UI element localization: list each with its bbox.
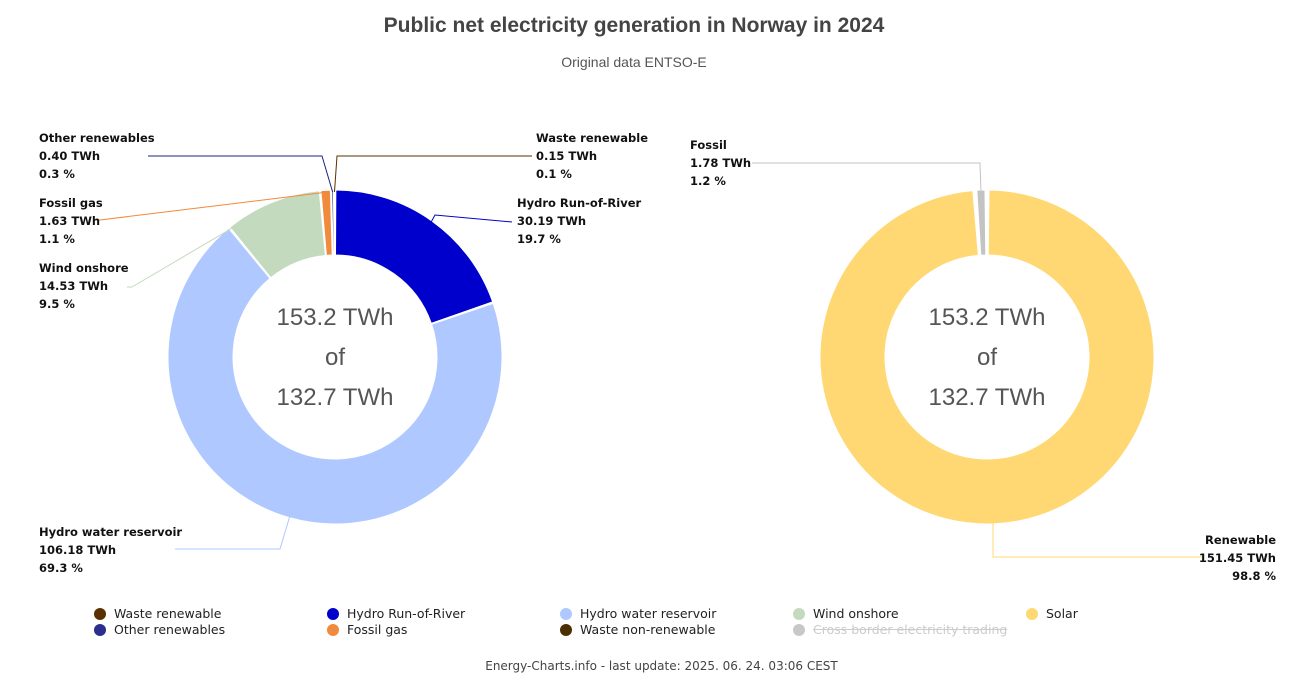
data-label-percent-label: 9.5 % xyxy=(39,297,75,311)
donut-center-label: 153.2 TWh of 132.7 TWh xyxy=(277,304,394,411)
donut-chart-sources: Hydro Run-of-River 30.19 TWh 19.7 % Hydro w… xyxy=(39,131,648,575)
legend-item-waste-non-renewable[interactable]: Waste non-renewable xyxy=(560,622,793,637)
donut-center-label: 153.2 TWh of 132.7 TWh xyxy=(929,304,1046,411)
legend-marker xyxy=(327,623,339,636)
legend-marker xyxy=(560,623,572,636)
legend-label: Hydro Run-of-River xyxy=(347,606,466,621)
legend-marker xyxy=(94,607,106,620)
data-label-fossil-gas: Fossil gas 1.63 TWh 1.1 % xyxy=(39,196,103,246)
legend-label: Wind onshore xyxy=(813,606,899,621)
pie-slice-hydro-water-reservoir[interactable] xyxy=(167,227,503,525)
data-label-wind-onshore: Wind onshore 14.53 TWh 9.5 % xyxy=(39,261,129,311)
data-label-percent-label: 0.1 % xyxy=(536,167,572,181)
data-label-waste-renewable: Waste renewable 0.15 TWh 0.1 % xyxy=(536,131,648,181)
legend-label: Hydro water reservoir xyxy=(580,606,717,621)
legend-item-hydro-run-of-river[interactable]: Hydro Run-of-River xyxy=(327,606,560,621)
legend-marker xyxy=(1026,607,1038,620)
pie-slice-wind-onshore[interactable] xyxy=(229,190,326,279)
data-label-value-label: 30.19 TWh xyxy=(517,214,586,228)
data-label-name: Fossil xyxy=(690,138,727,152)
legend-item-other-renewables[interactable]: Other renewables xyxy=(94,622,327,637)
pie-slice-fossil-gas[interactable] xyxy=(320,189,333,256)
legend: Waste renewable Hydro Run-of-River Hydro w… xyxy=(94,606,1094,637)
legend-marker xyxy=(793,607,805,620)
data-label-renewable: Renewable 151.45 TWh 98.8 % xyxy=(1199,533,1277,583)
center-label-line: 132.7 TWh xyxy=(277,384,394,411)
connector-fossil xyxy=(752,162,982,193)
pie-slice-fossil[interactable] xyxy=(976,189,987,256)
connector-waste-renewable xyxy=(333,155,532,193)
footer-update-text: Energy-Charts.info - last update: 2025. … xyxy=(485,659,838,673)
donut-chart-renewable-fossil: Renewable 151.45 TWh 98.8 % Fossil 1.78 TWh 1… xyxy=(690,138,1276,583)
data-label-value-label: 1.63 TWh xyxy=(39,214,100,228)
connector-fossil-gas xyxy=(95,191,326,221)
legend-marker xyxy=(793,623,805,636)
legend-marker xyxy=(327,607,339,620)
connector-hydro-run-of-river xyxy=(430,214,513,223)
data-label-name: Renewable xyxy=(1205,533,1276,547)
connector-hydro-water-reservoir xyxy=(175,515,291,550)
data-label-name: Hydro water reservoir xyxy=(39,525,182,539)
legend-label: Waste renewable xyxy=(114,606,222,621)
legend-item-solar[interactable]: Solar xyxy=(1026,606,1176,621)
data-label-percent-label: 19.7 % xyxy=(517,232,561,246)
data-label-name: Wind onshore xyxy=(39,261,129,275)
data-label-percent-label: 1.1 % xyxy=(39,232,75,246)
data-label-fossil: Fossil 1.78 TWh 1.2 % xyxy=(690,138,751,188)
data-label-hydro-water-reservoir: Hydro water reservoir 106.18 TWh 69.3 % xyxy=(39,525,182,575)
legend-label: Cross border electricity trading xyxy=(813,622,1008,637)
data-label-value-label: 14.53 TWh xyxy=(39,279,108,293)
data-label-value-label: 1.78 TWh xyxy=(690,156,751,170)
connector-wind-onshore xyxy=(127,203,273,288)
legend-label: Solar xyxy=(1046,606,1078,621)
center-label-line: 153.2 TWh xyxy=(929,304,1046,331)
data-label-hydro-run-of-river: Hydro Run-of-River 30.19 TWh 19.7 % xyxy=(517,196,641,246)
center-label-line: of xyxy=(977,344,997,371)
data-label-name: Fossil gas xyxy=(39,196,103,210)
pie-slice-renewable[interactable] xyxy=(819,189,1155,525)
legend-item-fossil-gas[interactable]: Fossil gas xyxy=(327,622,560,637)
data-label-percent-label: 0.3 % xyxy=(39,167,75,181)
legend-item-wind-onshore[interactable]: Wind onshore xyxy=(793,606,1026,621)
legend-item-waste-renewable[interactable]: Waste renewable xyxy=(94,606,327,621)
data-label-name: Other renewables xyxy=(39,131,155,145)
chart-title: Public net electricity generation in Nor… xyxy=(383,14,885,37)
data-label-value-label: 0.40 TWh xyxy=(39,149,100,163)
legend-item-hydro-water-reservoir[interactable]: Hydro water reservoir xyxy=(560,606,793,621)
connector-other-renewables xyxy=(148,155,334,193)
data-label-percent-label: 69.3 % xyxy=(39,561,83,575)
center-label-line: 153.2 TWh xyxy=(277,304,394,331)
data-label-percent-label: 1.2 % xyxy=(690,174,726,188)
legend-marker xyxy=(94,623,106,636)
data-label-name: Hydro Run-of-River xyxy=(517,196,641,210)
chart-subtitle: Original data ENTSO-E xyxy=(561,54,707,70)
connector-renewable xyxy=(992,521,1203,558)
data-label-value-label: 106.18 TWh xyxy=(39,543,116,557)
center-label-line: of xyxy=(325,344,345,371)
center-label-line: 132.7 TWh xyxy=(929,384,1046,411)
data-label-value-label: 151.45 TWh xyxy=(1199,551,1276,565)
legend-item-cross-border-electricity-trading[interactable]: Cross border electricity trading xyxy=(793,622,1026,637)
legend-label: Other renewables xyxy=(114,622,226,637)
data-label-percent-label: 98.8 % xyxy=(1232,569,1276,583)
legend-marker xyxy=(560,607,572,620)
pie-slice-hydro-run-of-river[interactable] xyxy=(335,189,494,324)
legend-label: Waste non-renewable xyxy=(580,622,716,637)
pie-slice-waste-renewable[interactable] xyxy=(333,189,336,256)
data-label-other-renewables: Other renewables 0.40 TWh 0.3 % xyxy=(39,131,155,181)
data-label-name: Waste renewable xyxy=(536,131,648,145)
data-label-value-label: 0.15 TWh xyxy=(536,149,597,163)
legend-label: Fossil gas xyxy=(347,622,408,637)
